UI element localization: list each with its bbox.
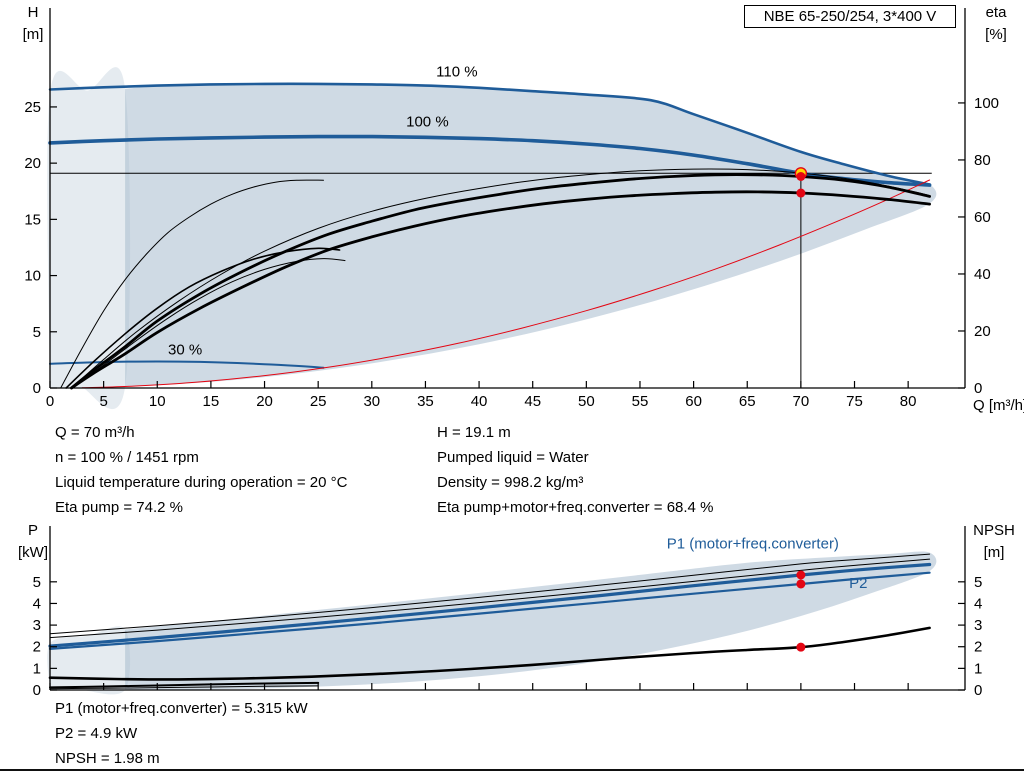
curve-speed-110 [48,82,931,186]
result-point [796,579,806,589]
info-line-flow: Q = 70 m³/h [55,424,135,441]
curve-label: P2 [849,575,867,592]
y-right-tick-label: 0 [974,682,982,699]
y-left-tick-label: 5 [33,324,41,341]
curve-min-speed-parabola [81,179,931,389]
y-right-tick-label: 2 [974,639,982,656]
info-line-liquid: Pumped liquid = Water [437,449,589,466]
curve-eta-pump-motor-freq [70,190,931,390]
x-tick-label: 5 [99,393,107,410]
y-left-axis-unit: [m] [23,26,44,43]
curve-p-low-speed-b [49,685,319,690]
x-tick-label: 30 [363,393,380,410]
curve-npsh [48,626,931,681]
y-left-axis-name: H [28,4,39,21]
curve-label: 30 % [168,341,202,358]
info-line-head: H = 19.1 m [437,424,511,441]
info-line-eta-pump: Eta pump = 74.2 % [55,499,183,516]
curve-p-thin-high-a [49,553,931,635]
x-tick-label: 55 [632,393,649,410]
bottom-divider [0,769,1024,771]
x-tick-label: 80 [900,393,917,410]
x-tick-label: 40 [471,393,488,410]
result-point [796,188,806,198]
info-line-p2: P2 = 4.9 kW [55,725,138,742]
x-tick-label: 10 [149,393,166,410]
result-point [796,171,806,181]
y-right-tick-label: 40 [974,266,991,283]
x-tick-label: 0 [46,393,54,410]
y-left-axis-name: P [28,522,38,539]
curve-eta-mid-speed-b [71,258,346,389]
x-tick-label: 65 [739,393,756,410]
curve-label: P1 (motor+freq.converter) [667,535,839,552]
info-line-eta-total: Eta pump+motor+freq.converter = 68.4 % [437,499,714,516]
curve-speed-30 [49,360,325,369]
curve-eta-pump [70,173,931,390]
info-line-speed: n = 100 % / 1451 rpm [55,449,199,466]
y-right-tick-label: 20 [974,323,991,340]
result-point [796,570,806,580]
power-data: P1 (motor+freq.converter) = 5.315 kW P2 … [55,696,308,771]
y-left-tick-label: 3 [33,617,41,634]
y-left-tick-label: 0 [33,682,41,699]
y-right-tick-label: 4 [974,595,982,612]
curve-p-thin-high-b [49,558,931,639]
x-tick-label: 50 [578,393,595,410]
y-right-tick-label: 80 [974,152,991,169]
info-line-density: Density = 998.2 kg/m³ [437,474,584,491]
pump-model-badge: NBE 65-250/254, 3*400 V [744,5,956,28]
x-tick-label: 25 [310,393,327,410]
y-right-axis-unit: [m] [984,544,1005,561]
y-right-tick-label: 60 [974,209,991,226]
x-tick-label: 35 [417,393,434,410]
y-left-tick-label: 1 [33,660,41,677]
y-left-tick-label: 4 [33,595,41,612]
y-left-tick-label: 25 [24,99,41,116]
result-point [796,642,806,652]
y-right-tick-label: 0 [974,380,982,397]
curve-p1-motor-freq-converter [48,562,932,648]
y-right-axis-name: eta [986,4,1008,21]
x-tick-label: 45 [524,393,541,410]
info-line-npsh: NPSH = 1.98 m [55,750,160,767]
operating-data-left: Q = 70 m³/h n = 100 % / 1451 rpm Liquid … [55,420,347,520]
y-left-tick-label: 2 [33,639,41,656]
curve-eta-thin-low-speed [60,179,324,389]
operating-data-right: H = 19.1 m Pumped liquid = Water Density… [437,420,713,520]
x-tick-label: 60 [685,393,702,410]
power-envelope [125,551,937,690]
y-right-axis-name: NPSH [973,522,1015,539]
operating-envelope [125,83,937,387]
info-line-temperature: Liquid temperature during operation = 20… [55,474,348,491]
info-line-p1: P1 (motor+freq.converter) = 5.315 kW [55,700,308,717]
curve-p2 [48,571,931,650]
y-left-tick-label: 20 [24,155,41,172]
y-right-axis-unit: [%] [985,26,1007,43]
y-left-axis-unit: [kW] [18,544,48,561]
x-axis-label: Q [m³/h] [973,397,1024,414]
curve-label: 110 % [436,64,477,81]
y-left-tick-label: 15 [24,211,41,228]
x-tick-label: 75 [846,393,863,410]
y-right-tick-label: 100 [974,95,999,112]
curve-label: 100 % [406,114,449,131]
y-right-tick-label: 5 [974,574,982,591]
y-right-tick-label: 1 [974,660,982,677]
x-tick-label: 15 [203,393,220,410]
y-left-tick-label: 10 [24,268,41,285]
x-tick-label: 70 [793,393,810,410]
y-left-tick-label: 0 [33,380,41,397]
curve-p-low-speed-a [49,681,320,689]
y-left-tick-label: 5 [33,574,41,591]
left-speed-band [47,67,131,410]
curve-eta-mid-speed-a [65,247,341,389]
y-right-tick-label: 3 [974,617,982,634]
x-tick-label: 20 [256,393,273,410]
